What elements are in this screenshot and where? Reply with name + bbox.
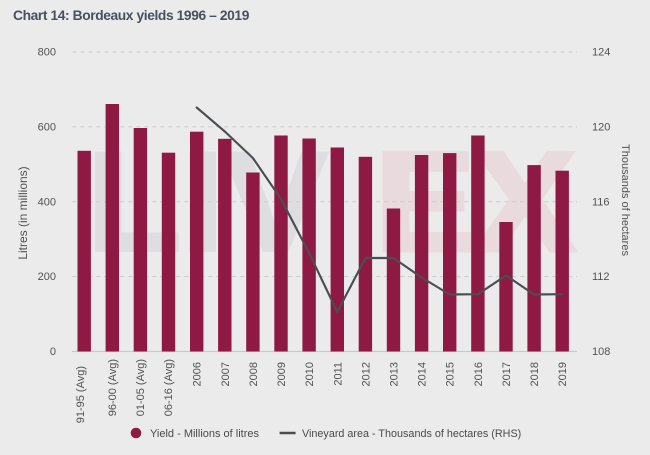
svg-text:2011: 2011: [332, 362, 344, 386]
svg-text:2018: 2018: [529, 362, 541, 386]
svg-text:2013: 2013: [389, 362, 401, 386]
svg-text:Chart 14: Bordeaux yields 1996: Chart 14: Bordeaux yields 1996 – 2019: [13, 8, 250, 23]
svg-text:91-95 (Avg): 91-95 (Avg): [75, 366, 87, 423]
svg-text:2019: 2019: [557, 362, 569, 386]
svg-text:2017: 2017: [501, 362, 513, 386]
svg-text:2012: 2012: [360, 362, 372, 386]
svg-text:2016: 2016: [473, 362, 485, 386]
svg-text:Vineyard area - Thousands of h: Vineyard area - Thousands of hectares (R…: [302, 428, 521, 440]
svg-text:112: 112: [592, 271, 610, 283]
svg-text:800: 800: [38, 47, 56, 59]
svg-text:2014: 2014: [417, 362, 429, 386]
svg-text:Yield - Millions of litres: Yield - Millions of litres: [150, 428, 260, 440]
svg-text:116: 116: [592, 196, 610, 208]
svg-text:Litres (in millions): Litres (in millions): [16, 166, 30, 259]
svg-text:01-05 (Avg): 01-05 (Avg): [135, 359, 147, 416]
svg-text:108: 108: [592, 346, 610, 358]
svg-text:2008: 2008: [248, 362, 260, 386]
svg-text:2010: 2010: [304, 362, 316, 386]
svg-text:2006: 2006: [192, 362, 204, 386]
svg-text:2015: 2015: [445, 362, 457, 386]
svg-text:0: 0: [50, 346, 56, 358]
svg-text:Thousands of hectares: Thousands of hectares: [619, 144, 631, 256]
svg-text:2009: 2009: [276, 362, 288, 386]
svg-text:2007: 2007: [220, 362, 232, 386]
svg-text:96-00 (Avg): 96-00 (Avg): [107, 359, 119, 416]
svg-text:120: 120: [592, 121, 610, 133]
svg-text:600: 600: [38, 121, 56, 133]
svg-text:400: 400: [38, 196, 56, 208]
svg-text:124: 124: [592, 47, 610, 59]
svg-text:200: 200: [38, 271, 56, 283]
svg-text:06-16 (Avg): 06-16 (Avg): [163, 359, 175, 416]
